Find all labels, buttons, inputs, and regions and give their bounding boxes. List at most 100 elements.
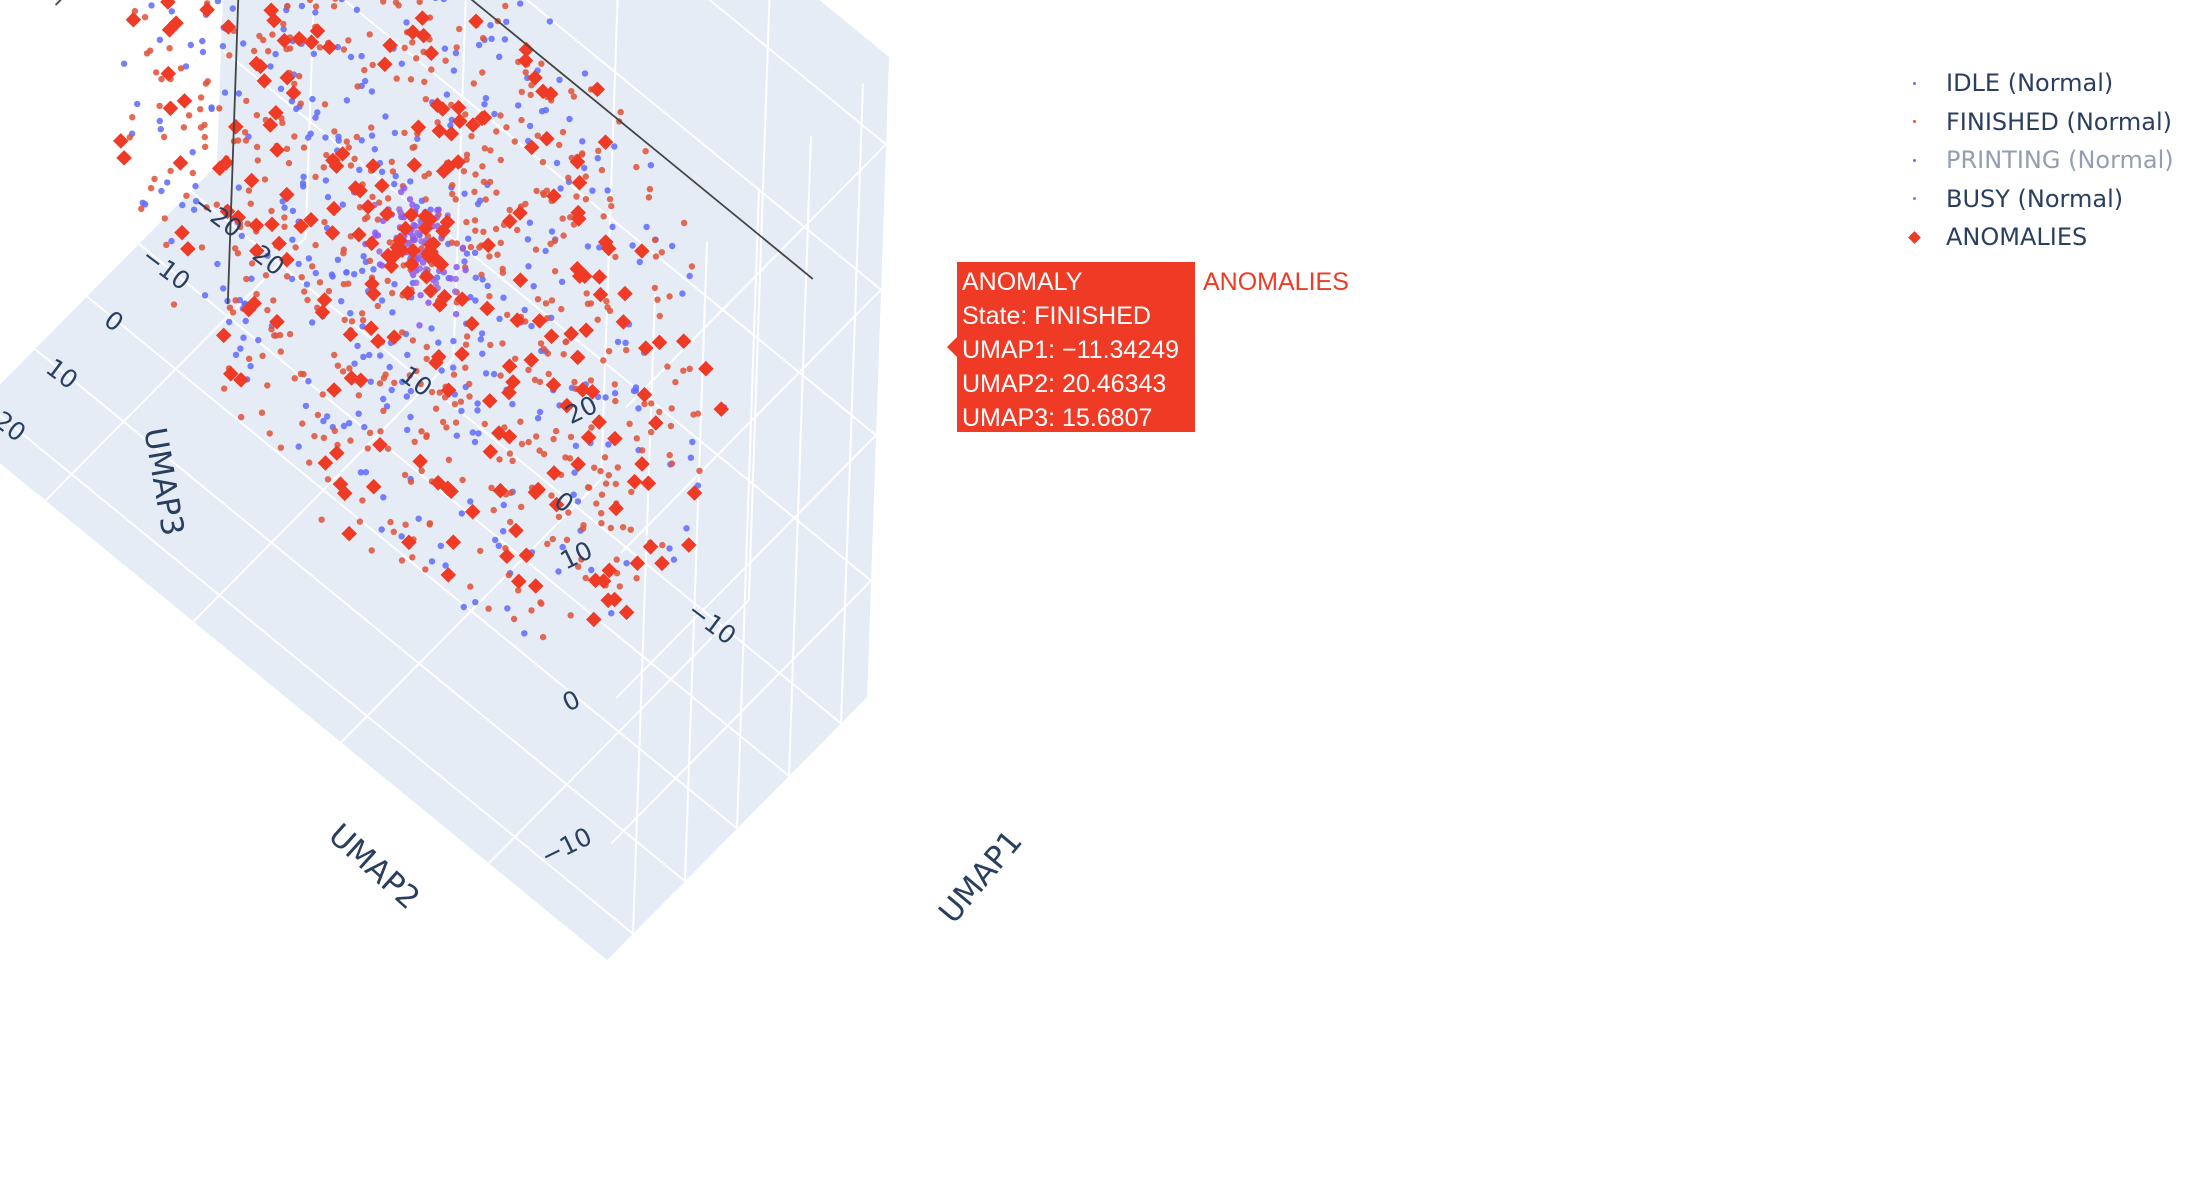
point-idle[interactable] xyxy=(240,40,247,47)
point-idle[interactable] xyxy=(208,104,215,111)
point-idle[interactable] xyxy=(414,135,421,142)
point-finished[interactable] xyxy=(286,330,294,338)
point-finished[interactable] xyxy=(472,227,479,234)
point-finished[interactable] xyxy=(648,400,655,407)
point-idle[interactable] xyxy=(367,378,374,385)
point-finished[interactable] xyxy=(368,124,375,131)
point-idle[interactable] xyxy=(351,360,358,367)
point-anomaly[interactable] xyxy=(363,235,380,252)
point-anomaly[interactable] xyxy=(523,139,540,156)
point-finished[interactable] xyxy=(497,239,504,246)
point-finished[interactable] xyxy=(160,133,168,141)
point-finished[interactable] xyxy=(486,293,493,300)
point-finished[interactable] xyxy=(413,367,420,375)
point-printing[interactable] xyxy=(462,266,469,274)
point-finished[interactable] xyxy=(449,190,456,198)
point-finished[interactable] xyxy=(351,155,358,162)
point-idle[interactable] xyxy=(156,36,164,43)
point-idle[interactable] xyxy=(371,146,378,153)
point-finished[interactable] xyxy=(680,219,688,227)
point-anomaly[interactable] xyxy=(279,186,295,203)
point-finished[interactable] xyxy=(567,612,574,619)
point-idle[interactable] xyxy=(589,187,596,194)
point-idle[interactable] xyxy=(602,394,609,401)
point-finished[interactable] xyxy=(600,357,607,364)
point-anomaly[interactable] xyxy=(439,214,456,230)
point-idle[interactable] xyxy=(242,317,249,325)
point-finished[interactable] xyxy=(470,80,477,87)
point-finished[interactable] xyxy=(478,271,485,278)
point-finished[interactable] xyxy=(340,46,348,53)
point-idle[interactable] xyxy=(538,108,546,115)
point-idle[interactable] xyxy=(187,41,194,49)
point-idle[interactable] xyxy=(460,603,467,611)
point-anomaly[interactable] xyxy=(334,146,351,162)
point-anomaly[interactable] xyxy=(539,130,555,147)
point-finished[interactable] xyxy=(197,106,204,113)
point-idle[interactable] xyxy=(238,232,245,239)
point-idle[interactable] xyxy=(643,223,650,231)
point-anomaly[interactable] xyxy=(161,22,178,38)
point-finished[interactable] xyxy=(462,111,469,118)
point-idle[interactable] xyxy=(509,400,516,408)
point-idle[interactable] xyxy=(388,386,395,394)
point-idle[interactable] xyxy=(407,413,414,421)
point-idle[interactable] xyxy=(475,430,482,437)
point-idle[interactable] xyxy=(474,400,481,407)
point-idle[interactable] xyxy=(280,26,287,33)
point-finished[interactable] xyxy=(598,166,606,174)
point-idle[interactable] xyxy=(120,60,128,67)
point-finished[interactable] xyxy=(401,44,408,51)
point-busy[interactable] xyxy=(413,279,420,286)
point-printing[interactable] xyxy=(434,206,441,214)
point-finished[interactable] xyxy=(311,432,318,440)
point-busy[interactable] xyxy=(416,265,424,272)
point-idle[interactable] xyxy=(358,137,365,144)
point-idle[interactable] xyxy=(611,390,619,397)
point-finished[interactable] xyxy=(421,78,428,86)
point-finished[interactable] xyxy=(166,45,173,52)
point-finished[interactable] xyxy=(401,129,408,136)
point-finished[interactable] xyxy=(387,518,394,526)
point-idle[interactable] xyxy=(219,43,227,50)
point-idle[interactable] xyxy=(475,41,483,49)
point-finished[interactable] xyxy=(479,69,486,76)
point-anomaly[interactable] xyxy=(360,199,376,215)
point-idle[interactable] xyxy=(157,126,164,133)
point-finished[interactable] xyxy=(197,94,205,101)
point-idle[interactable] xyxy=(403,19,410,26)
point-printing[interactable] xyxy=(419,259,427,266)
point-finished[interactable] xyxy=(586,484,593,491)
point-finished[interactable] xyxy=(151,175,158,183)
point-finished[interactable] xyxy=(545,370,552,378)
point-idle[interactable] xyxy=(496,53,503,60)
point-busy[interactable] xyxy=(452,275,459,283)
point-idle[interactable] xyxy=(354,342,361,350)
point-idle[interactable] xyxy=(383,403,391,410)
point-finished[interactable] xyxy=(384,277,391,284)
point-idle[interactable] xyxy=(134,100,141,108)
point-finished[interactable] xyxy=(696,467,703,474)
point-finished[interactable] xyxy=(197,124,205,131)
point-idle[interactable] xyxy=(221,89,229,96)
point-idle[interactable] xyxy=(199,37,206,45)
point-finished[interactable] xyxy=(628,488,635,496)
point-finished[interactable] xyxy=(203,204,210,211)
legend-item-anomalies[interactable]: ANOMALIES xyxy=(1892,218,2174,257)
point-finished[interactable] xyxy=(354,83,361,90)
point-finished[interactable] xyxy=(507,518,514,526)
point-finished[interactable] xyxy=(547,240,554,247)
point-finished[interactable] xyxy=(280,20,287,28)
point-finished[interactable] xyxy=(573,193,580,200)
point-finished[interactable] xyxy=(528,607,535,614)
point-idle[interactable] xyxy=(362,469,370,476)
point-printing[interactable] xyxy=(447,275,455,282)
point-idle[interactable] xyxy=(355,410,362,417)
point-anomaly[interactable] xyxy=(405,242,421,259)
point-finished[interactable] xyxy=(402,521,409,528)
point-finished[interactable] xyxy=(261,176,269,183)
point-finished[interactable] xyxy=(422,566,429,573)
point-anomaly[interactable] xyxy=(443,125,460,142)
point-finished[interactable] xyxy=(548,492,555,499)
point-finished[interactable] xyxy=(264,382,271,389)
